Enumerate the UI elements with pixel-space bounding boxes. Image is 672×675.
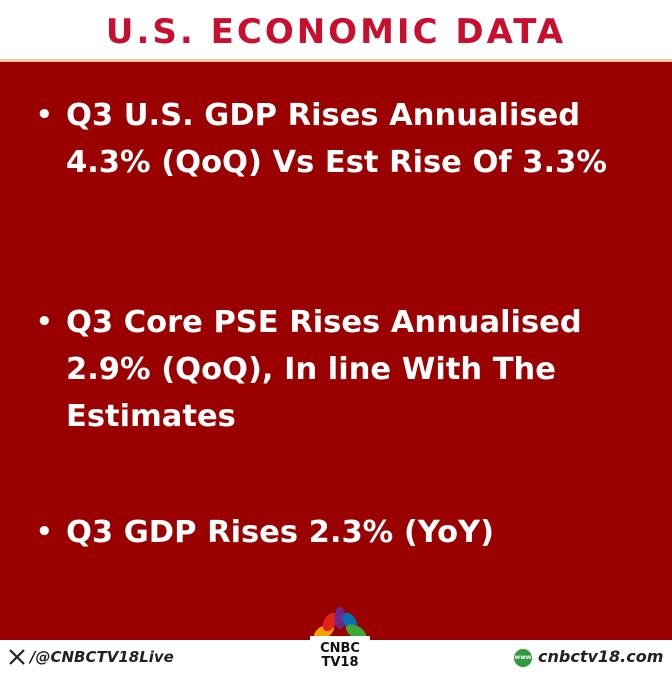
website: cnbctv18.com	[538, 647, 664, 666]
web-icon: www	[514, 649, 532, 667]
logo-text: CNBC	[320, 641, 360, 656]
logo: CNBC TV18	[300, 606, 380, 669]
header: U.S. ECONOMIC DATA	[0, 0, 672, 62]
bullet: • Q3 U.S. GDP Rises Annualised 4.3% (QoQ)…	[36, 92, 672, 186]
bullet: • Q3 Core PSE Rises Annualised 2.9% (QoQ)…	[36, 299, 672, 440]
logo-peacock	[310, 607, 370, 642]
bullet-text: Q3 U.S. GDP Rises Annualised 4.3% (QoQ) …	[66, 98, 607, 180]
social-handle: /@CNBCTV18Live	[30, 648, 174, 666]
logo-text: TV18	[321, 655, 359, 670]
bullet: • Q3 GDP Rises 2.3% (YoY)	[36, 509, 672, 556]
footer: /@CNBCTV18Live CNBC TV18 www cnbctv18.co…	[0, 607, 672, 675]
bullet-text: Q3 GDP Rises 2.3% (YoY)	[66, 515, 495, 550]
bullet-text: Q3 Core PSE Rises Annualised 2.9% (QoQ),…	[66, 305, 582, 434]
title: U.S. ECONOMIC DATA	[105, 12, 567, 52]
x-icon	[9, 649, 25, 665]
